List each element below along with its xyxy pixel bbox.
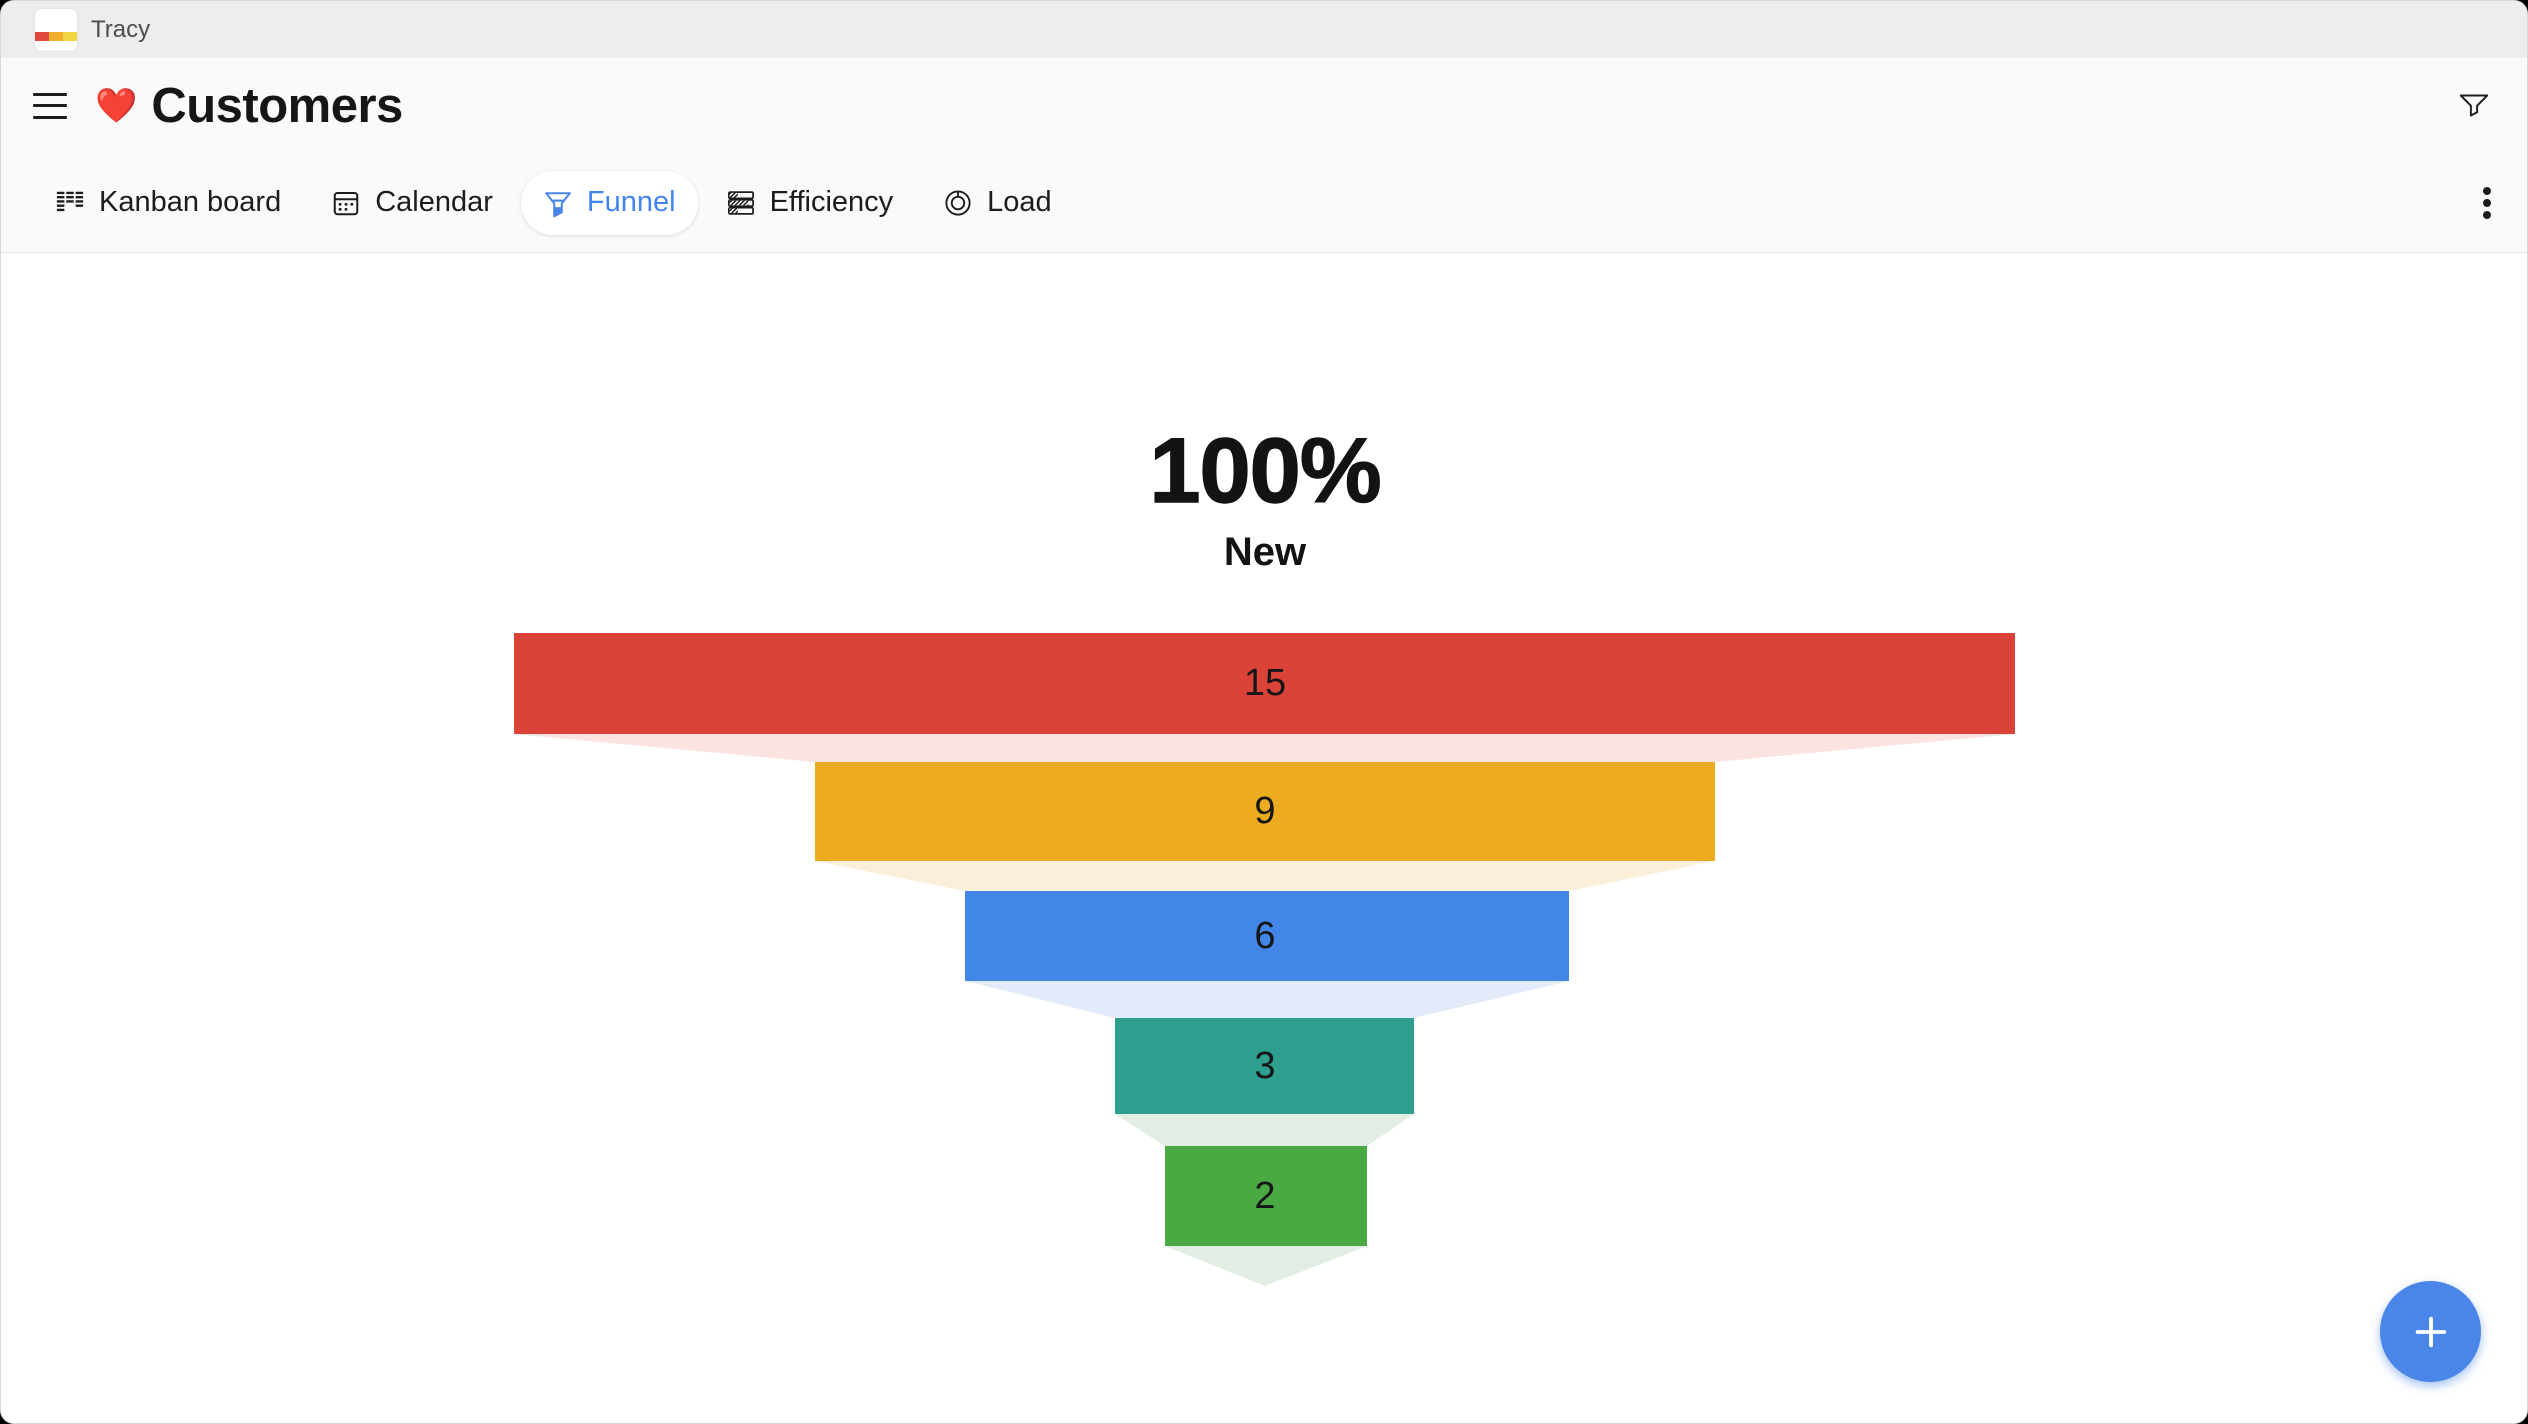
- svg-text:2: 2: [1254, 1175, 1275, 1217]
- svg-text:6: 6: [1254, 915, 1275, 957]
- svg-text:15: 15: [1244, 662, 1286, 704]
- svg-text:3: 3: [1254, 1045, 1275, 1087]
- svg-text:9: 9: [1254, 790, 1275, 832]
